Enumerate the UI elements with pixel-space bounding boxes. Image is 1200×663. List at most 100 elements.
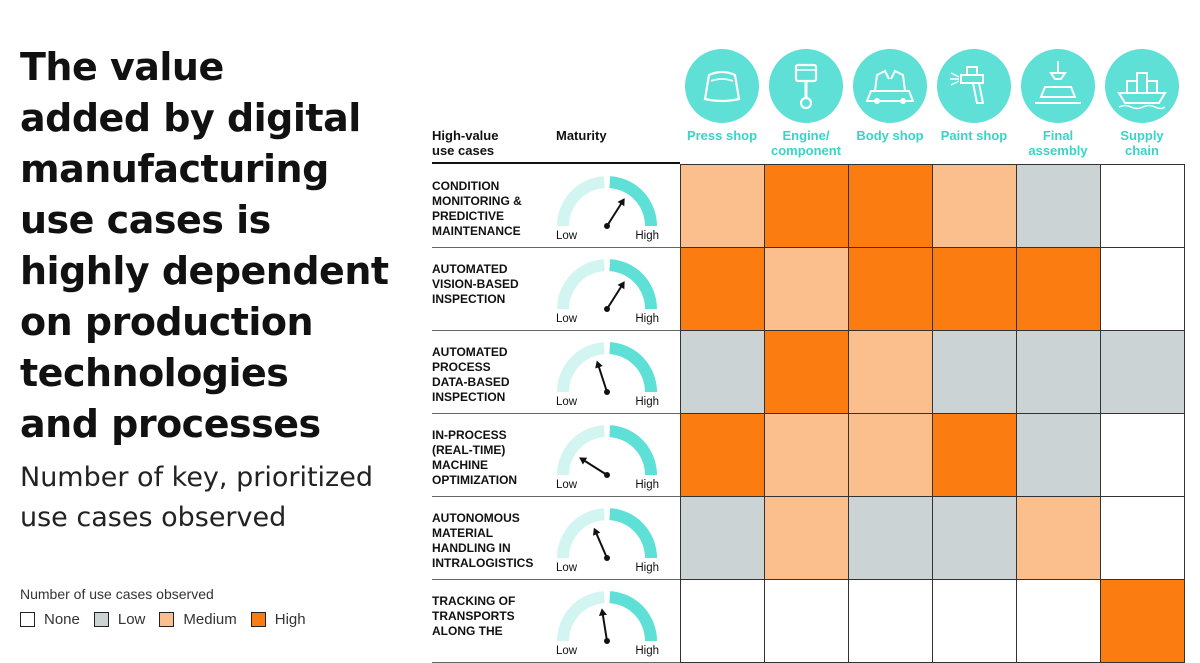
use-case-label-line: PROCESS [432, 360, 491, 374]
use-case-label-line: MATERIAL [432, 526, 494, 540]
column-label: Paint shop [932, 128, 1016, 143]
gauge-low-label: Low [556, 396, 578, 408]
use-case-label-line: ALONG THE [432, 624, 503, 638]
maturity-gauge: Low High [553, 419, 661, 491]
gauge-low-label: Low [556, 313, 578, 325]
title-line: highly dependent [20, 249, 389, 293]
column-label: Supply chain [1100, 128, 1184, 158]
row-separator [432, 330, 680, 331]
column-label: Body shop [848, 128, 932, 143]
use-case-label-line: HANDLING IN [432, 541, 511, 555]
heatmap-cell [1016, 330, 1101, 414]
column-label: Press shop [680, 128, 764, 143]
legend-item: Medium [159, 611, 237, 628]
heatmap-cell [764, 330, 849, 414]
column-label-line: Press shop [686, 128, 758, 143]
heatmap-cell [1100, 330, 1185, 414]
heatmap-cell [932, 247, 1017, 331]
column-label-line: Final [1042, 128, 1074, 143]
use-case-label-line: MONITORING & [432, 194, 522, 208]
gauge-high-label: High [635, 396, 659, 408]
column-label-line: chain [1125, 143, 1159, 158]
heatmap-cell [1016, 413, 1101, 497]
crane-car-icon [1021, 49, 1095, 123]
heatmap-cell [680, 330, 765, 414]
use-case-label-line: AUTONOMOUS [432, 511, 520, 525]
use-case-label: CONDITION MONITORING & PREDICTIVE MAINTENAN… [432, 179, 550, 239]
use-cases-header-line: use cases [432, 143, 495, 158]
gauge-high-label: High [635, 313, 659, 325]
column-label-line: Body shop [856, 128, 924, 143]
row-separator [432, 413, 680, 414]
subtitle-line: use cases observed [20, 502, 287, 533]
use-case-label-line: TRANSPORTS [432, 609, 515, 623]
use-case-label-line: DATA-BASED [432, 375, 510, 389]
heatmap-cell [680, 413, 765, 497]
legend-swatch [250, 612, 266, 627]
column-label: Engine/component [764, 128, 848, 158]
title-line: use cases is [20, 198, 271, 242]
heatmap-cell [680, 247, 765, 331]
use-cases-header: High-value use cases [432, 128, 498, 158]
column-label-line: Engine/ [782, 128, 830, 143]
heatmap-cell [680, 579, 765, 663]
heatmap-cell [764, 164, 849, 248]
use-case-label-line: OPTIMIZATION [432, 473, 518, 487]
use-case-label-line: IN-PROCESS [432, 428, 507, 442]
column-label-line: Supply [1120, 128, 1164, 143]
heatmap-cell [1100, 164, 1185, 248]
heatmap-cell [848, 413, 933, 497]
use-cases-header-line: High-value [432, 128, 499, 143]
heatmap-cell [1100, 579, 1185, 663]
heatmap-cell [764, 496, 849, 580]
row-separator [432, 579, 680, 580]
heatmap-cell [1100, 247, 1185, 331]
column-label-line: Paint shop [940, 128, 1008, 143]
use-case-label-line: VISION-BASED [432, 277, 519, 291]
title-line: and processes [20, 402, 321, 446]
welding-robot-icon [853, 49, 927, 123]
heatmap-cell [932, 330, 1017, 414]
maturity-gauge: Low High [553, 502, 661, 574]
legend-title: Number of use cases observed [20, 586, 214, 602]
maturity-gauge: Low High [553, 253, 661, 325]
legend-swatch [20, 612, 35, 627]
use-case-label-line: (REAL-TIME) [432, 443, 506, 457]
use-case-label-line: INSPECTION [432, 390, 506, 404]
heatmap-cell [1016, 496, 1101, 580]
legend-swatch [93, 612, 109, 627]
heatmap-cell [764, 413, 849, 497]
row-separator [432, 496, 680, 497]
title-line: added by digital [20, 96, 361, 140]
column-label: Final assembly [1016, 128, 1100, 158]
legend-swatch [159, 612, 175, 627]
heatmap-cell [1016, 164, 1101, 248]
use-case-label-line: INSPECTION [432, 292, 506, 306]
use-case-label-line: AUTOMATED [432, 262, 508, 276]
use-case-label: AUTONOMOUS MATERIAL HANDLING IN INTRALOGIST… [432, 511, 550, 571]
gauge-high-label: High [635, 479, 659, 491]
heatmap-cell [848, 496, 933, 580]
column-label-line: component [770, 143, 842, 158]
maturity-gauge: Low High [553, 170, 661, 242]
heatmap-cell [764, 247, 849, 331]
heatmap-cell [848, 579, 933, 663]
use-case-label: TRACKING OF TRANSPORTS ALONG THE [432, 594, 550, 639]
legend-label: None [44, 611, 80, 628]
subtitle-line: Number of key, prioritized [20, 462, 373, 493]
legend-item: Low [93, 611, 145, 628]
piston-icon [769, 49, 843, 123]
spray-gun-icon [937, 49, 1011, 123]
use-case-label-line: MAINTENANCE [432, 224, 521, 238]
title-line: manufacturing [20, 147, 329, 191]
heatmap-cell [1016, 579, 1101, 663]
heatmap-cell [932, 579, 1017, 663]
use-case-label-line: MACHINE [432, 458, 488, 472]
use-case-label-line: AUTOMATED [432, 345, 508, 359]
heatmap-cell [932, 413, 1017, 497]
legend-item: High [250, 611, 306, 628]
page-title: The value added by digital manufacturing us… [20, 42, 390, 450]
gauge-low-label: Low [556, 230, 578, 242]
title-line: technologies [20, 351, 289, 395]
legend-label: High [274, 611, 306, 628]
